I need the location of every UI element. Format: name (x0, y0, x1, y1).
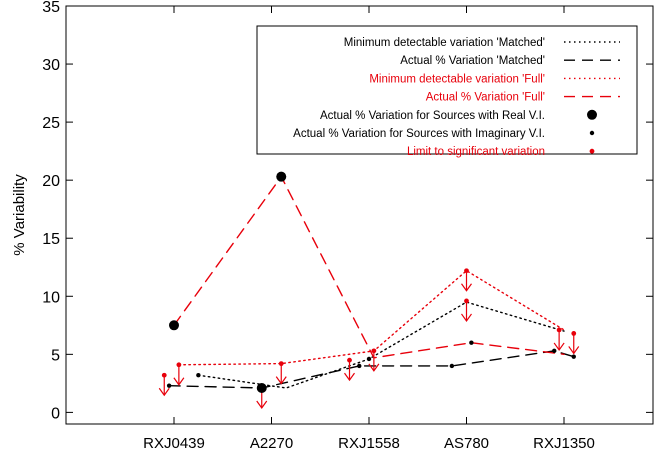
series-line-3 (178, 269, 565, 366)
series-line-4 (173, 175, 565, 359)
limit-point (176, 362, 182, 368)
y-tick-label: 20 (42, 173, 60, 190)
imaginary-vi-point (166, 383, 172, 388)
legend-label: Minimum detectable variation 'Matched' (344, 37, 545, 49)
limit-point (464, 298, 469, 304)
x-tick-label: AS780 (444, 435, 489, 452)
legend-label: Actual % Variation for Sources with Real… (320, 110, 545, 122)
y-tick-label: 5 (51, 347, 60, 364)
limit-point (347, 357, 352, 363)
limit-point (464, 268, 469, 274)
imaginary-vi-point (571, 354, 576, 359)
legend-dot-symbol (589, 148, 595, 154)
imaginary-vi-point (196, 373, 201, 378)
upper-limit-arrowhead (461, 313, 472, 322)
legend-label: Actual % Variation for Sources with Imag… (293, 128, 545, 140)
upper-limit-arrowhead (461, 283, 472, 292)
legend-dot-symbol (589, 130, 595, 136)
y-tick-label: 0 (51, 405, 60, 422)
real-vi-point (169, 320, 179, 331)
y-tick-label: 35 (42, 0, 60, 16)
limit-point (161, 372, 167, 378)
legend-label: Limit to significant variation (407, 146, 545, 158)
upper-limit-arrowhead (553, 342, 565, 351)
upper-limit-arrowhead (568, 346, 580, 355)
y-axis-label: % Variability (11, 174, 28, 256)
real-vi-point (256, 383, 267, 394)
limit-point (556, 327, 562, 333)
x-tick-label: A2270 (250, 435, 293, 452)
upper-limit-arrowhead (368, 363, 380, 372)
legend-label: Actual % Variation 'Matched' (400, 55, 545, 67)
upper-limit-arrowhead (256, 400, 268, 410)
upper-limit-arrowhead (173, 377, 185, 386)
limit-point (371, 348, 377, 354)
upper-limit-arrowhead (344, 372, 355, 382)
limit-point (571, 331, 577, 336)
y-tick-label: 15 (42, 231, 60, 248)
real-vi-point (276, 171, 287, 182)
legend-label: Actual % Variation 'Full' (426, 92, 545, 104)
y-tick-label: 30 (42, 57, 60, 74)
x-tick-label: RXJ0439 (143, 435, 205, 452)
upper-limit-arrowhead (158, 387, 170, 397)
plot-frame (65, 5, 654, 425)
imaginary-vi-point (357, 363, 362, 369)
y-tick-label: 25 (42, 115, 60, 132)
legend-dot-symbol (587, 109, 597, 120)
series-line-2 (168, 350, 575, 389)
imaginary-vi-point (469, 340, 474, 345)
legend-box (256, 25, 638, 155)
limit-point (278, 361, 284, 367)
imaginary-vi-point (552, 348, 557, 354)
x-tick-label: RXJ1558 (338, 435, 400, 452)
y-tick-label: 10 (42, 289, 60, 306)
upper-limit-arrowhead (275, 376, 287, 385)
imaginary-vi-point (449, 363, 455, 369)
x-tick-label: RXJ1350 (533, 435, 595, 452)
imaginary-vi-point (366, 356, 372, 362)
legend-label: Minimum detectable variation 'Full' (369, 73, 545, 85)
